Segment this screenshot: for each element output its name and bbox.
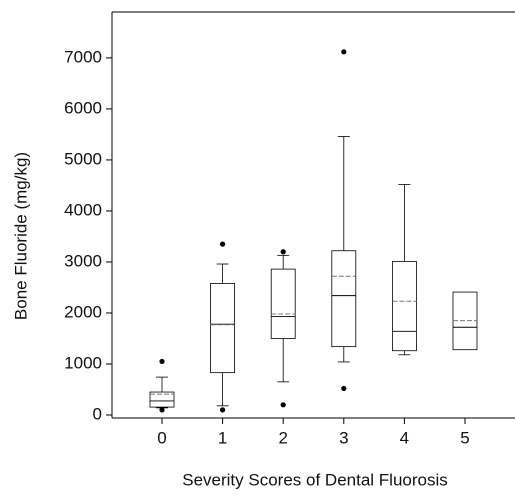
box bbox=[149, 391, 175, 408]
box bbox=[391, 261, 417, 352]
outlier bbox=[220, 241, 226, 247]
x-tick-label: 0 bbox=[157, 428, 166, 447]
y-tick-label: 2000 bbox=[64, 302, 102, 321]
box bbox=[210, 282, 236, 374]
y-tick-label: 1000 bbox=[64, 353, 102, 372]
y-tick-label: 7000 bbox=[64, 47, 102, 66]
x-tick-label: 4 bbox=[400, 428, 409, 447]
x-tick-label: 2 bbox=[278, 428, 287, 447]
y-axis-label: Bone Fluoride (mg/kg) bbox=[11, 152, 30, 320]
outlier bbox=[159, 358, 165, 365]
x-tick-label: 5 bbox=[460, 428, 469, 447]
outlier bbox=[341, 385, 347, 392]
outlier bbox=[280, 402, 286, 408]
y-tick-label: 5000 bbox=[64, 149, 102, 168]
x-tick-label: 3 bbox=[339, 428, 348, 447]
outlier bbox=[341, 49, 347, 55]
x-tick-label: 1 bbox=[218, 428, 227, 447]
outlier bbox=[220, 407, 226, 413]
y-tick-label: 0 bbox=[93, 404, 102, 423]
y-tick-label: 4000 bbox=[64, 200, 102, 219]
box bbox=[331, 250, 357, 348]
outlier bbox=[280, 249, 286, 255]
box bbox=[270, 268, 296, 339]
y-tick-label: 3000 bbox=[64, 251, 102, 270]
x-axis-label: Severity Scores of Dental Fluorosis bbox=[182, 470, 448, 489]
outlier bbox=[159, 407, 165, 413]
y-tick-label: 6000 bbox=[64, 98, 102, 117]
